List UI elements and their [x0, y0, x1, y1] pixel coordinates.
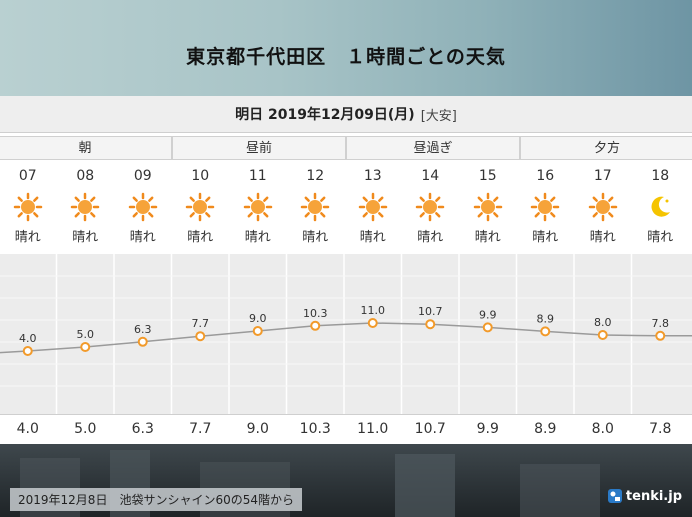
tenki-logo[interactable]: tenki.jp — [607, 488, 682, 504]
weather-icons-row — [0, 192, 692, 224]
temperature-point — [80, 342, 91, 352]
sun-icon — [574, 192, 632, 226]
temperature-point — [655, 330, 666, 341]
temperature-point — [252, 326, 263, 336]
temperature-point — [597, 330, 608, 340]
sun-icon — [517, 192, 575, 226]
hours-row: 07 08 09 10 11 12 13 14 15 16 17 18 — [0, 164, 692, 190]
moon-icon — [632, 192, 690, 226]
temperature-value: 10.3 — [299, 421, 331, 437]
temperature-point — [310, 320, 321, 331]
temperature-value: 7.7 — [189, 421, 212, 437]
hour-label: 08 — [76, 168, 95, 184]
weather-label: 晴れ — [187, 230, 214, 245]
temperature-value: 7.8 — [649, 421, 672, 437]
sun-icon — [172, 192, 230, 226]
period-late-morning: 昼前 — [172, 136, 346, 160]
temperature-value: 4.0 — [16, 421, 39, 437]
temperature-value: 11.0 — [357, 421, 389, 437]
sun-icon — [57, 192, 115, 226]
temperature-point-label: 9.0 — [249, 312, 267, 325]
temperature-value: 9.9 — [476, 421, 499, 437]
sun-icon — [229, 192, 287, 226]
temperature-point-label: 8.9 — [537, 312, 555, 325]
temperature-point — [195, 331, 206, 342]
weather-label: 晴れ — [244, 230, 271, 245]
hour-label: 15 — [478, 168, 497, 184]
forecast-panel: 明日 2019年12月09日(月) [大安] 朝 昼前 昼過ぎ 夕方 07 08 0… — [0, 96, 692, 445]
temperature-value: 9.0 — [246, 421, 269, 437]
temperature-point — [137, 336, 148, 347]
weather-label: 晴れ — [72, 230, 99, 245]
temperature-point — [425, 319, 436, 330]
temperature-graph: 4.0 5.0 6.3 7.7 9.0 10.3 11.0 10.7 9.9 8.9 8.0 7.8 — [0, 254, 692, 414]
temperature-value: 8.0 — [591, 421, 614, 437]
temperature-point-label: 6.3 — [134, 323, 152, 336]
temperature-point — [540, 326, 551, 337]
date-bar: 明日 2019年12月09日(月) [大安] — [0, 96, 692, 133]
hour-label: 16 — [536, 168, 555, 184]
sun-icon — [402, 192, 460, 226]
temperature-point-label: 11.0 — [361, 304, 386, 317]
temperature-point-label: 7.8 — [652, 317, 670, 330]
period-morning: 朝 — [0, 136, 172, 160]
hour-label: 11 — [248, 168, 267, 184]
hour-label: 14 — [421, 168, 440, 184]
temperature-value: 8.9 — [534, 421, 557, 437]
tenki-logo-icon — [607, 489, 622, 503]
rokuyo-label: [大安] — [420, 108, 457, 124]
page-title: 東京都千代田区 １時間ごとの天気 — [186, 46, 506, 68]
hour-label: 07 — [18, 168, 37, 184]
weather-text-row: 晴れ 晴れ 晴れ 晴れ 晴れ 晴れ 晴れ 晴れ 晴れ 晴れ 晴れ 晴れ — [0, 226, 692, 248]
forecast-date: 明日 2019年12月09日(月) — [235, 107, 415, 123]
hour-label: 10 — [191, 168, 210, 184]
period-afternoon: 昼過ぎ — [346, 136, 520, 160]
temperature-values-row: 4.0 5.0 6.3 7.7 9.0 10.3 11.0 10.7 9.9 8.9 8.0 7.8 — [0, 414, 692, 445]
sky-background — [0, 0, 692, 96]
sun-icon — [459, 192, 517, 226]
temperature-value: 10.7 — [414, 421, 446, 437]
temperature-chart-svg: 4.0 5.0 6.3 7.7 9.0 10.3 11.0 10.7 9.9 8.9 8.0 7.8 — [0, 254, 692, 414]
hour-label: 09 — [133, 168, 152, 184]
temperature-point-label: 10.3 — [303, 307, 328, 320]
temperature-point-label: 5.0 — [77, 328, 95, 341]
weather-label: 晴れ — [359, 230, 386, 245]
sun-icon — [0, 192, 57, 226]
weather-label: 晴れ — [532, 230, 559, 245]
temperature-line — [0, 322, 692, 354]
sun-icon — [114, 192, 172, 226]
temperature-value: 6.3 — [131, 421, 154, 437]
temperature-point-label: 7.7 — [192, 317, 210, 330]
weather-label: 晴れ — [302, 230, 329, 245]
weather-label: 晴れ — [474, 230, 501, 245]
weather-label: 晴れ — [589, 230, 616, 245]
temperature-point-label: 10.7 — [418, 305, 443, 318]
weather-label: 晴れ — [417, 230, 444, 245]
tenki-logo-text: tenki.jp — [625, 488, 682, 504]
hour-label: 12 — [306, 168, 325, 184]
temperature-point — [482, 322, 493, 333]
sun-icon — [344, 192, 402, 226]
sun-icon — [287, 192, 345, 226]
temperature-point-label: 9.9 — [479, 308, 497, 321]
period-header-row: 朝 昼前 昼過ぎ 夕方 — [0, 136, 692, 160]
temperature-point-label: 8.0 — [594, 316, 612, 329]
temperature-point-label: 4.0 — [19, 332, 37, 345]
temperature-point — [367, 318, 378, 328]
photo-caption: 2019年12月8日 池袋サンシャイン60の54階から — [10, 488, 302, 511]
weather-label: 晴れ — [647, 230, 674, 245]
weather-label: 晴れ — [129, 230, 156, 245]
hour-label: 13 — [363, 168, 382, 184]
weather-label: 晴れ — [14, 230, 41, 245]
hour-label: 18 — [651, 168, 670, 184]
hour-label: 17 — [593, 168, 612, 184]
period-evening: 夕方 — [520, 136, 692, 160]
temperature-point — [22, 346, 33, 356]
temperature-value: 5.0 — [74, 421, 97, 437]
